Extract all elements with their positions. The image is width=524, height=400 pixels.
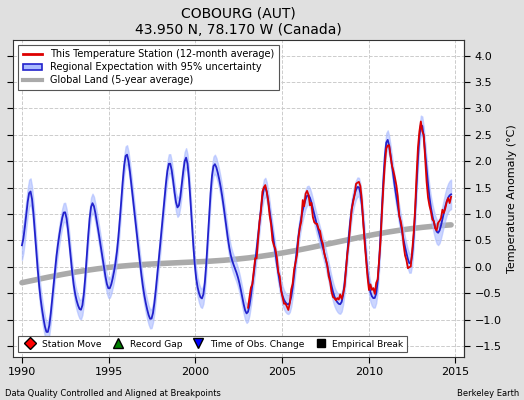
Text: Berkeley Earth: Berkeley Earth [456, 389, 519, 398]
Title: COBOURG (AUT)
43.950 N, 78.170 W (Canada): COBOURG (AUT) 43.950 N, 78.170 W (Canada… [135, 7, 342, 37]
Text: Data Quality Controlled and Aligned at Breakpoints: Data Quality Controlled and Aligned at B… [5, 389, 221, 398]
Legend: Station Move, Record Gap, Time of Obs. Change, Empirical Break: Station Move, Record Gap, Time of Obs. C… [18, 336, 407, 352]
Y-axis label: Temperature Anomaly (°C): Temperature Anomaly (°C) [507, 124, 517, 272]
